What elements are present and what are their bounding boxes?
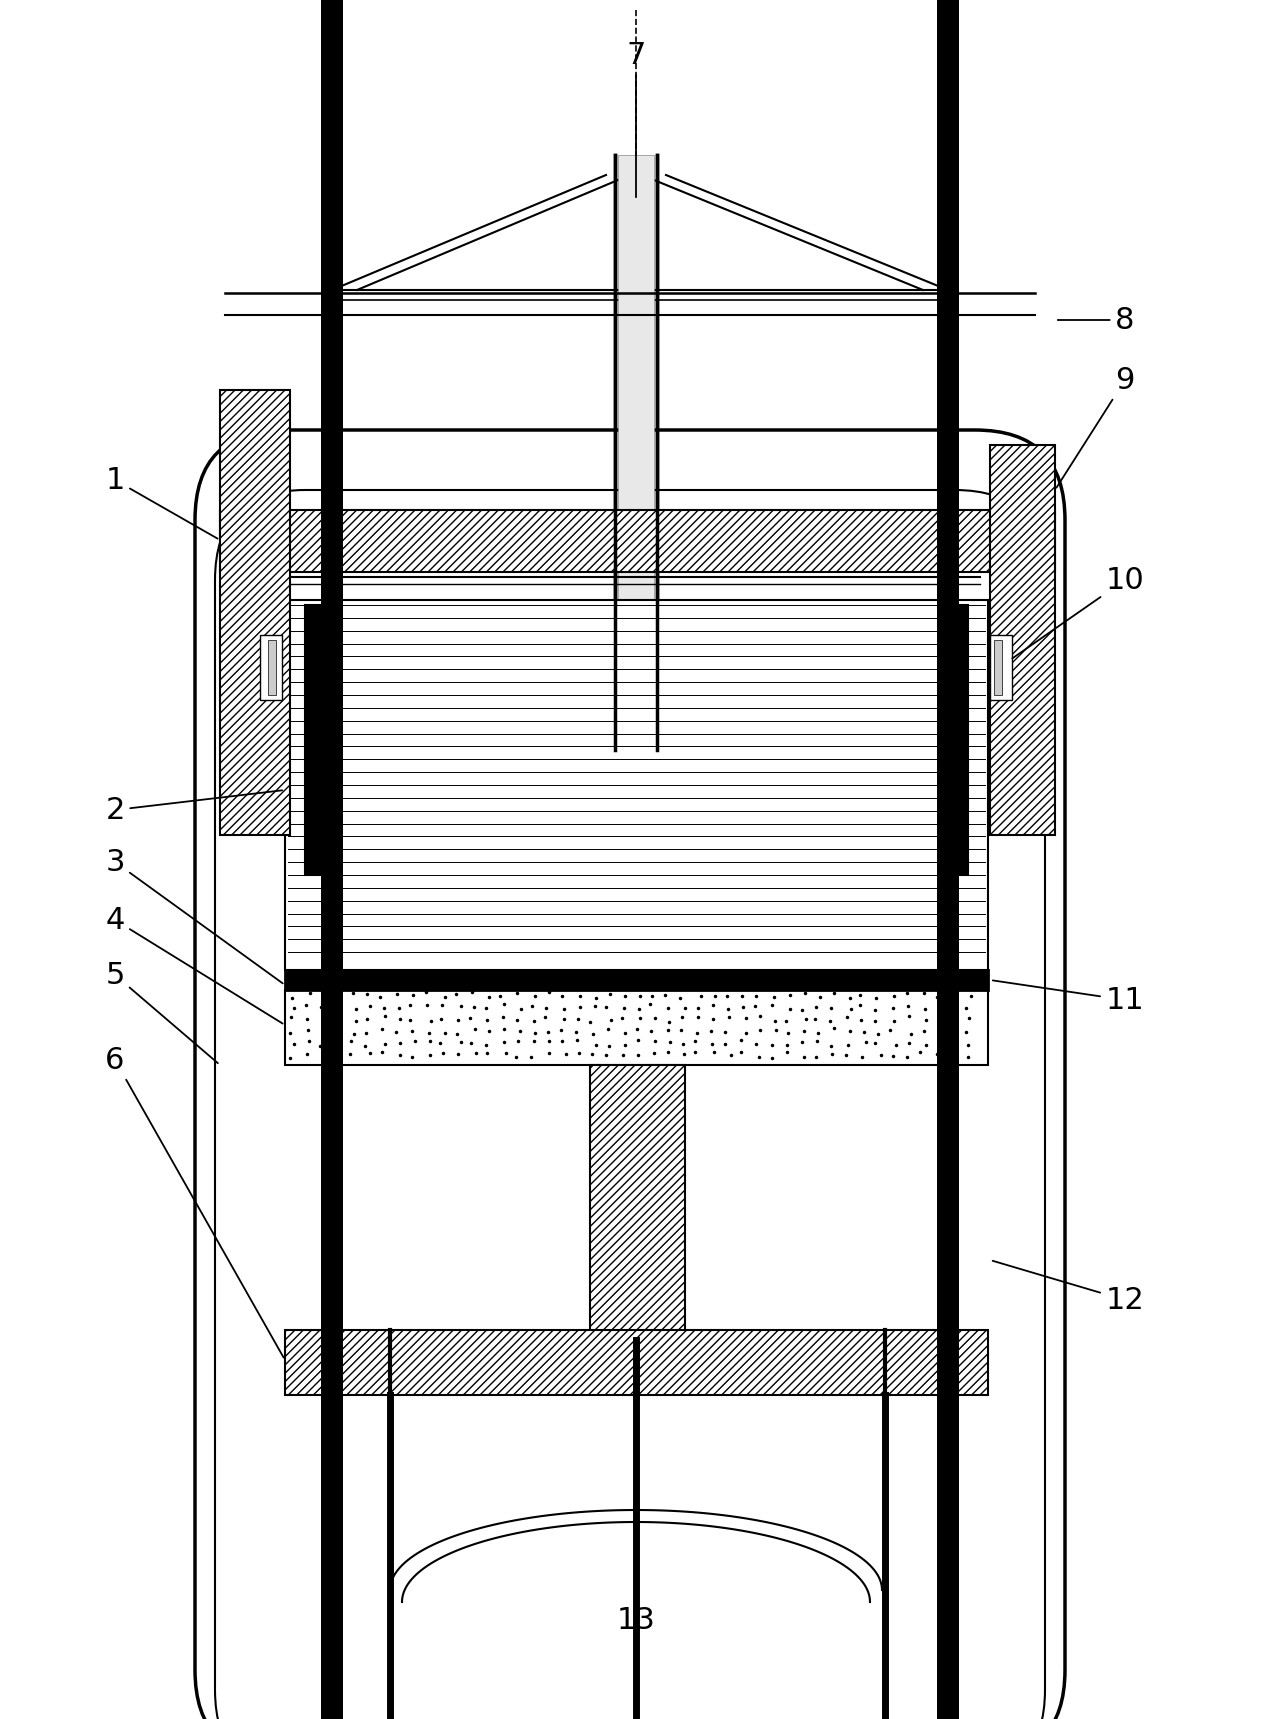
Text: 2: 2 bbox=[106, 791, 283, 825]
Bar bbox=[260, 634, 283, 700]
Bar bbox=[220, 511, 1055, 572]
Text: 5: 5 bbox=[106, 961, 218, 1062]
Bar bbox=[990, 445, 1055, 835]
Text: 1: 1 bbox=[106, 466, 218, 538]
Bar bbox=[285, 970, 988, 990]
Bar bbox=[285, 1331, 988, 1396]
Text: 9: 9 bbox=[1057, 366, 1134, 488]
Text: 12: 12 bbox=[993, 1260, 1144, 1315]
Bar bbox=[285, 990, 988, 1066]
Text: 4: 4 bbox=[106, 906, 283, 1023]
Bar bbox=[321, 0, 342, 1719]
Text: 11: 11 bbox=[993, 980, 1144, 1014]
Text: 10: 10 bbox=[1012, 566, 1144, 658]
Bar bbox=[994, 639, 1002, 694]
Bar bbox=[269, 639, 276, 694]
Bar bbox=[306, 605, 323, 875]
Bar bbox=[589, 1066, 685, 1341]
Bar bbox=[285, 600, 988, 970]
Text: 3: 3 bbox=[106, 847, 283, 983]
Text: 13: 13 bbox=[616, 1398, 656, 1635]
Bar bbox=[990, 634, 1012, 700]
Text: 6: 6 bbox=[106, 1045, 284, 1358]
FancyBboxPatch shape bbox=[195, 430, 1066, 1719]
Bar bbox=[950, 605, 967, 875]
Bar bbox=[937, 0, 959, 1719]
Bar bbox=[220, 390, 290, 835]
Text: 8: 8 bbox=[1058, 306, 1134, 335]
Bar bbox=[617, 155, 654, 749]
Text: 7: 7 bbox=[626, 41, 645, 198]
